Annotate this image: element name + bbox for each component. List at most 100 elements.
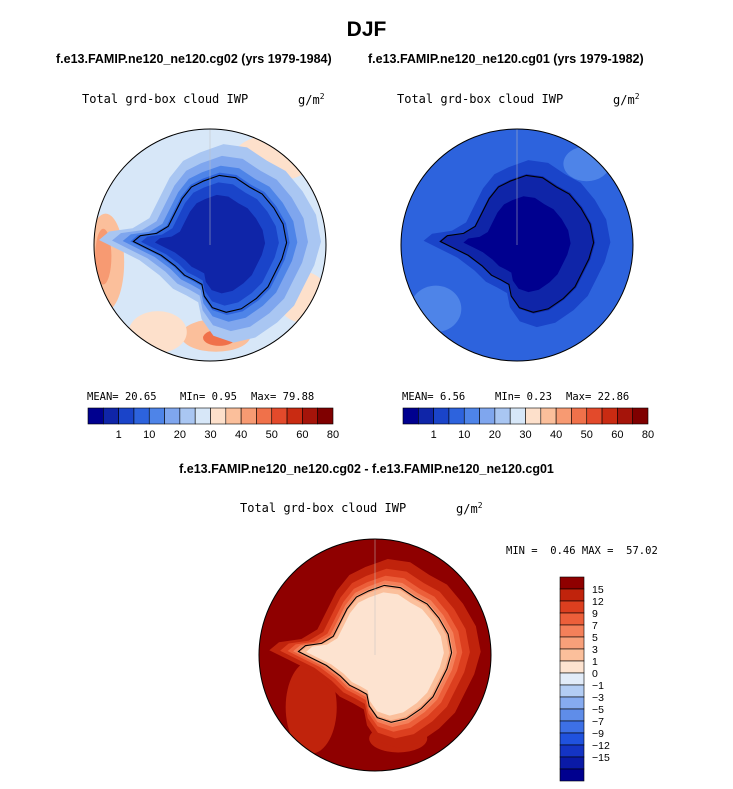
panel2-colorbar-box	[540, 407, 557, 425]
panel1-min-label: MIn=	[180, 391, 206, 403]
panel3-colorbar-tick-label: −12	[592, 740, 610, 752]
panel3-min-value: 0.46	[550, 545, 576, 557]
panel3-colorbar-tick-label: −5	[592, 704, 604, 716]
panel3-colorbar-box	[559, 744, 585, 758]
panel3-min-label: MIN =	[506, 545, 538, 557]
panel3-colorbar-tick-label: 15	[592, 584, 604, 596]
panel3-colorbar-box	[559, 708, 585, 722]
panel3-max-label: MAX =	[581, 545, 614, 557]
panel2-min-value: 0.23	[526, 391, 552, 403]
panel3-colorbar-box	[559, 768, 585, 782]
panel1-mean: MEAN= 20.65	[87, 391, 157, 403]
panel3-colorbar-box	[559, 684, 585, 698]
panel3-variable-label: Total grd-box cloud IWP	[240, 501, 407, 515]
panel1-colorbar-box	[317, 407, 334, 425]
panel3-colorbar-tick-label: 1	[592, 656, 598, 668]
panel2-colorbar-box	[448, 407, 465, 425]
panel2-colorbar-box	[525, 407, 542, 425]
panel1-colorbar-box	[225, 407, 242, 425]
panel3-colorbar-tick-label: −3	[592, 692, 604, 704]
panel1-colorbar-tick-label: 1	[116, 429, 122, 441]
panel2-map-border	[400, 128, 634, 362]
panel1-colorbar-box	[271, 407, 288, 425]
panel1-colorbar-box	[148, 407, 165, 425]
panel2-unit-base: g/m	[613, 93, 635, 107]
panel2-colorbar-box	[479, 407, 496, 425]
panel2-colorbar-box	[601, 407, 618, 425]
panel3-unit-exp: 2	[477, 501, 483, 510]
panel3-colorbar-box	[559, 576, 585, 590]
panel1-colorbar-box	[164, 407, 181, 425]
panel2-colorbar-tick-label: 80	[642, 429, 654, 441]
panel2-min-label: MIn=	[495, 391, 521, 403]
panel2-colorbar-box	[418, 407, 434, 425]
panel1-colorbar-box	[210, 407, 227, 425]
panel3-colorbar-box	[559, 648, 585, 662]
panel3-colorbar-tick-label: 5	[592, 632, 598, 644]
panel2-mean-label: MEAN=	[402, 391, 434, 403]
panel2-colorbar-box	[617, 407, 633, 425]
panel3-colorbar-tick-label: 9	[592, 608, 598, 620]
panel2-colorbar-tick-label: 60	[611, 429, 623, 441]
panel3-colorbar-box	[559, 696, 585, 710]
panel3-unit: g/m2	[456, 501, 483, 516]
panel1-colorbar-box	[302, 407, 318, 425]
panel1-max-label: Max=	[251, 391, 277, 403]
panel1-colorbar-box	[103, 407, 119, 425]
panel1-unit-base: g/m	[298, 93, 320, 107]
panel1-coastline	[132, 174, 288, 313]
panel2-unit-exp: 2	[634, 92, 640, 101]
panel2-colorbar-tick-label: 10	[458, 429, 470, 441]
difference-title: f.e13.FAMIP.ne120_ne120.cg02 - f.e13.FAM…	[179, 462, 554, 476]
panel1-max: Max= 79.88	[251, 391, 314, 403]
figure-title: DJF	[346, 18, 387, 41]
panel3-stats: MIN = 0.46 MAX = 57.02	[506, 545, 658, 557]
panel3-colorbar-tick-label: 7	[592, 620, 598, 632]
panel2-mean-value: 6.56	[439, 391, 466, 403]
panel2-max-value: 22.86	[597, 391, 630, 403]
panel3-colorbar-box	[559, 732, 585, 746]
panel2-colorbar-box	[402, 407, 419, 425]
panel1-variable-label: Total grd-box cloud IWP	[82, 92, 249, 106]
panel2-coastline	[439, 174, 595, 313]
panel3-map-border	[258, 538, 492, 772]
panel1-colorbar-tick-label: 30	[204, 429, 216, 441]
panel1-map	[93, 128, 327, 362]
panel3-colorbar-tick-label: 12	[592, 596, 604, 608]
panel1-colorbar-box	[179, 407, 196, 425]
panel3-unit-base: g/m	[456, 502, 478, 516]
panel2-variable-label: Total grd-box cloud IWP	[397, 92, 564, 106]
panel2-colorbar-box	[494, 407, 511, 425]
panel2-colorbar-box	[463, 407, 480, 425]
panel2-colorbar-tick-label: 40	[550, 429, 562, 441]
panel3-coastline	[297, 584, 453, 723]
panel2-min: MIn= 0.23	[495, 391, 552, 403]
panel1-colorbar-box	[256, 407, 273, 425]
panel2-unit: g/m2	[613, 92, 640, 107]
panel2-colorbar-tick-label: 30	[519, 429, 531, 441]
panel3-colorbar-box	[559, 660, 585, 674]
panel1-colorbar-box	[240, 407, 257, 425]
panel1-colorbar-box	[118, 407, 135, 425]
panel1-mean-label: MEAN=	[87, 391, 119, 403]
panel1-colorbar-box	[194, 407, 211, 425]
panel1-colorbar-tick-label: 20	[174, 429, 186, 441]
panel2-colorbar-tick-label: 50	[581, 429, 593, 441]
panel3-max-value: 57.02	[626, 545, 658, 557]
panel1-colorbar-box	[286, 407, 303, 425]
panel1-contour-blob	[128, 311, 187, 353]
panel3-colorbar-box	[559, 624, 585, 638]
panel2-max: Max= 22.86	[566, 391, 629, 403]
panel3-colorbar-tick-label: −7	[592, 716, 604, 728]
panel3-colorbar-box	[559, 612, 585, 626]
panel1-colorbar-tick-label: 10	[143, 429, 155, 441]
panel3-colorbar-tick-label: 3	[592, 644, 598, 656]
panel3-colorbar-tick-label: −9	[592, 728, 604, 740]
panel3-colorbar-box	[559, 636, 585, 650]
panel1-map-border	[93, 128, 327, 362]
panel3-contour-blob	[285, 660, 337, 754]
panel1-colorbar-tick-label: 40	[235, 429, 247, 441]
panel1-min-value: 0.95	[211, 391, 237, 403]
panel2-map	[400, 128, 634, 362]
